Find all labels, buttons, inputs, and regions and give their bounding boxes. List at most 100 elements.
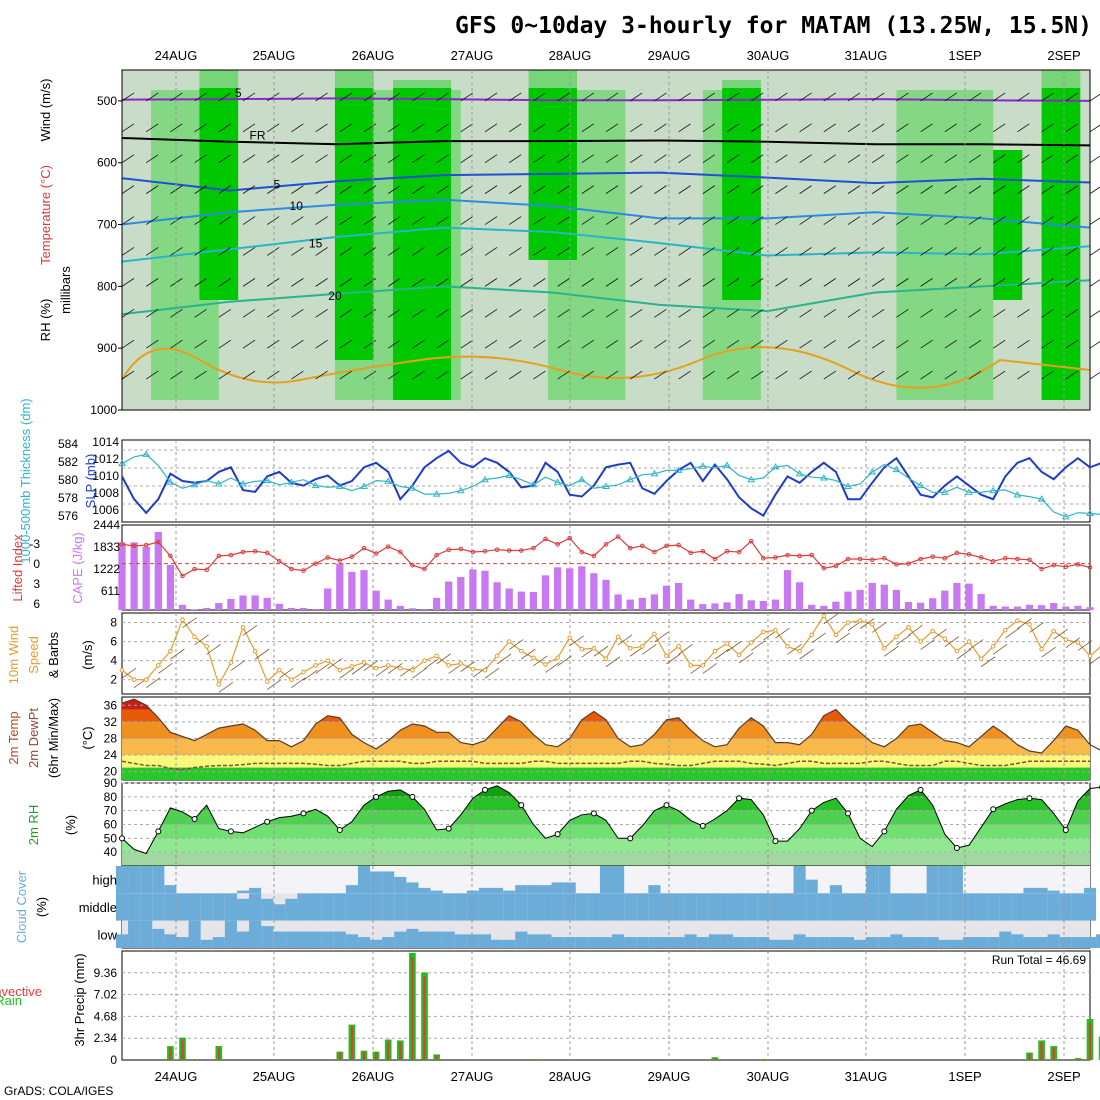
- wind-barb: [678, 185, 691, 194]
- cloud-bar: [817, 937, 830, 948]
- date-label-top: 1SEP: [948, 48, 981, 63]
- lifted-index-point: [954, 550, 960, 556]
- wind-barb: [1089, 93, 1100, 102]
- wind-barb: [145, 339, 159, 349]
- wind-barb: [218, 370, 232, 380]
- wind-barb: [242, 154, 256, 164]
- wind-barb: [508, 185, 522, 194]
- cloud-bar: [224, 893, 237, 921]
- wind-barb: [799, 278, 812, 287]
- cloud-bar: [466, 934, 479, 948]
- cloud-bar: [684, 934, 697, 948]
- wind-barb: [678, 123, 691, 133]
- cloud-bar: [599, 937, 613, 948]
- lifted-index-point: [168, 553, 173, 559]
- wind-barb: [412, 185, 425, 194]
- precip-tick: 2.34: [94, 1031, 118, 1045]
- cloud-bar: [1071, 893, 1084, 921]
- cloud-bar: [1083, 887, 1097, 894]
- wind-barb: [533, 216, 546, 225]
- cape-bar: [1062, 606, 1070, 610]
- wind10-point: [1039, 646, 1044, 652]
- wind10-point: [410, 667, 415, 673]
- rh2m-tick: 80: [104, 790, 118, 804]
- wind-barb: [1041, 123, 1054, 133]
- wind-barb: [218, 216, 232, 225]
- cape-bar: [771, 599, 780, 610]
- wind-barb: [242, 370, 256, 380]
- date-label-top: 25AUG: [253, 48, 296, 63]
- wind10-barb: [896, 634, 911, 646]
- wind-barb: [557, 370, 570, 380]
- wind-barb: [557, 216, 570, 225]
- wind-barb: [339, 370, 353, 380]
- cape-bar: [553, 567, 562, 610]
- lifted-index-point: [543, 536, 548, 542]
- thickness-point: [626, 475, 635, 483]
- wind-axis-label: Wind (m/s): [38, 79, 53, 142]
- wind-barb: [871, 278, 885, 287]
- lifted-index-point: [990, 559, 996, 564]
- wind-barb: [750, 247, 764, 256]
- cloud-bar: [999, 893, 1012, 921]
- wind-barb: [605, 216, 619, 225]
- cape-bar: [154, 531, 162, 610]
- date-label-top: 31AUG: [845, 48, 888, 63]
- wind-barb: [944, 370, 958, 380]
- cloud-bar: [914, 937, 927, 948]
- lifted-tick: 0: [33, 557, 40, 571]
- cloud-bar: [575, 893, 588, 921]
- wind-barb: [1017, 216, 1030, 225]
- lifted-index-point: [894, 562, 899, 567]
- cloud-bar: [793, 866, 806, 894]
- wind10-point: [349, 664, 355, 669]
- thickness-axis-label: 1000-500mb Thickness (dm): [18, 398, 33, 563]
- thickness-tick: 576: [58, 509, 78, 523]
- cloud-bar: [757, 893, 770, 921]
- wind-barb: [242, 308, 256, 318]
- wind-barb: [992, 339, 1006, 349]
- wind-barb: [412, 339, 425, 349]
- cloud-bar: [1011, 893, 1024, 921]
- wind-barb: [847, 216, 861, 225]
- lifted-index-point: [482, 548, 488, 554]
- wind10-point: [240, 624, 246, 630]
- wind10-point: [990, 644, 996, 649]
- lifted-index-point: [277, 559, 282, 564]
- cape-bar: [324, 588, 332, 610]
- wind10-point: [700, 663, 706, 668]
- cloud-bar: [249, 920, 262, 948]
- precip-conv-bar: [350, 1026, 354, 1060]
- cape-tick: 1833: [93, 540, 120, 554]
- slp-tick: 1006: [92, 503, 119, 517]
- thickness-point: [190, 480, 199, 488]
- wind10-point: [1075, 640, 1081, 645]
- lifted-index-point: [1003, 555, 1008, 561]
- wind-barb: [678, 154, 691, 164]
- cloud-bar: [890, 893, 903, 921]
- wind-barb: [605, 339, 619, 349]
- wind-barb: [629, 123, 643, 133]
- cloud-bar: [140, 920, 153, 948]
- wind-barb: [436, 185, 449, 194]
- cloud-bar: [781, 939, 794, 948]
- wind-barb: [750, 370, 764, 380]
- wind-barb: [605, 185, 619, 194]
- cape-bar: [566, 568, 574, 610]
- wind-barb: [218, 154, 232, 164]
- wind-barb: [726, 247, 740, 256]
- wind-barb: [629, 308, 643, 318]
- cloud-bar: [394, 893, 407, 921]
- rh2m-point: [191, 815, 198, 822]
- wind-barb: [920, 216, 933, 225]
- wind10-barb: [170, 648, 185, 660]
- lifted-index-point: [337, 558, 343, 563]
- wind-barb: [194, 92, 207, 102]
- wind-barb: [363, 247, 377, 256]
- date-label-bottom: 30AUG: [747, 1069, 790, 1084]
- wind-barb: [896, 370, 909, 380]
- wind-barb: [266, 370, 280, 380]
- thickness-point: [287, 478, 296, 485]
- precip-tick: 7.02: [94, 988, 118, 1002]
- cloud-bar: [406, 882, 419, 894]
